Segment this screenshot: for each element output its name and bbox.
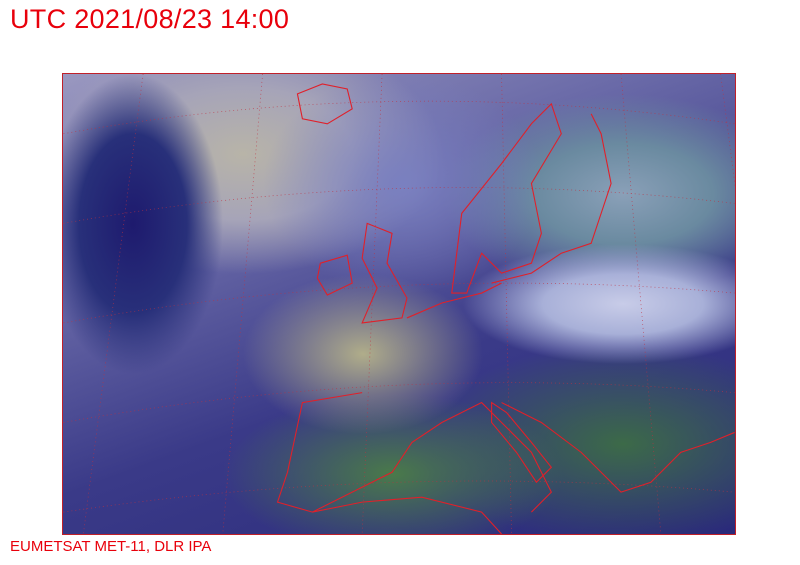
scandinavia	[451, 102, 562, 294]
coastline-overlay	[63, 74, 735, 534]
graticule	[63, 74, 735, 534]
africa-coast	[312, 496, 502, 534]
baltic-coast	[491, 113, 612, 284]
image-credit: EUMETSAT MET-11, DLR IPA	[10, 538, 212, 555]
italy	[491, 401, 553, 484]
ireland	[316, 254, 353, 296]
europe-coast	[276, 282, 735, 513]
coastlines	[276, 83, 735, 534]
satellite-image-map	[62, 73, 736, 535]
great-britain	[361, 222, 408, 324]
timestamp-title: UTC 2021/08/23 14:00	[10, 4, 290, 34]
iceland	[296, 83, 353, 125]
